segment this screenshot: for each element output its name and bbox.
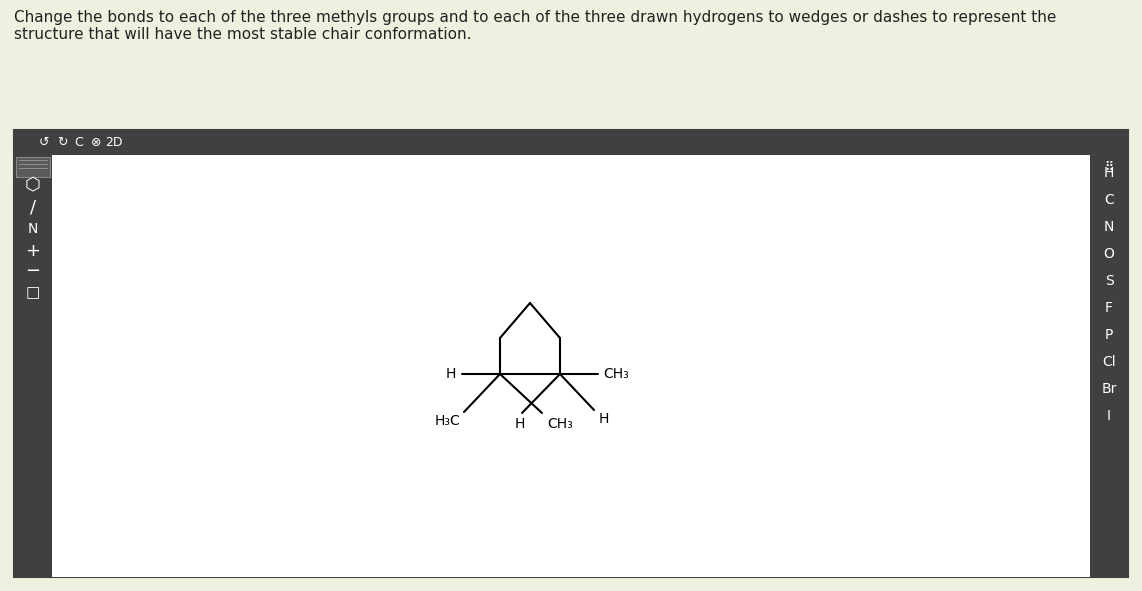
Text: CH₃: CH₃: [603, 367, 629, 381]
Text: Cl: Cl: [1102, 355, 1116, 369]
Text: N: N: [1104, 220, 1115, 234]
Text: C: C: [1104, 193, 1113, 207]
Bar: [14, 130, 1128, 155]
Text: ↻: ↻: [57, 136, 67, 149]
Text: Br: Br: [1101, 382, 1117, 396]
Text: H: H: [600, 412, 610, 426]
Text: S: S: [1104, 274, 1113, 288]
Text: ↺: ↺: [39, 136, 49, 149]
Bar: [1089, 155, 1128, 577]
Text: structure that will have the most stable chair conformation.: structure that will have the most stable…: [14, 27, 472, 42]
Text: −: −: [25, 262, 41, 280]
Text: P: P: [1104, 328, 1113, 342]
FancyBboxPatch shape: [16, 157, 50, 177]
Bar: [53, 155, 1089, 577]
Text: H: H: [515, 417, 525, 431]
Text: ⬡: ⬡: [25, 176, 41, 194]
Text: Change the bonds to each of the three methyls groups and to each of the three dr: Change the bonds to each of the three me…: [14, 10, 1056, 25]
Text: C: C: [74, 136, 83, 149]
Text: ⠿: ⠿: [1104, 160, 1113, 173]
Text: N: N: [27, 222, 38, 236]
Bar: [14, 155, 53, 577]
Text: CH₃: CH₃: [547, 417, 573, 431]
Text: I: I: [1107, 409, 1111, 423]
Text: H₃C: H₃C: [434, 414, 460, 428]
Text: □: □: [26, 285, 40, 300]
Bar: [14, 130, 1128, 577]
Text: O: O: [1103, 247, 1115, 261]
Text: 2D: 2D: [105, 136, 122, 149]
Text: H: H: [445, 367, 456, 381]
Text: F: F: [1105, 301, 1113, 315]
Text: /: /: [30, 198, 37, 216]
Text: ⊗: ⊗: [90, 136, 102, 149]
Text: +: +: [25, 242, 40, 260]
Text: H: H: [1104, 166, 1115, 180]
